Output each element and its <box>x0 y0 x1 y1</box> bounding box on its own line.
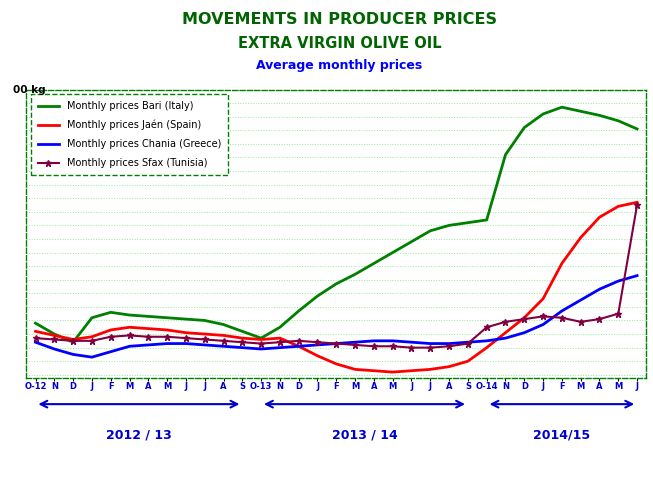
Text: EXTRA VIRGIN OLIVE OIL: EXTRA VIRGIN OLIVE OIL <box>238 36 441 51</box>
Text: 2012 / 13: 2012 / 13 <box>106 428 172 441</box>
Text: Average monthly prices: Average monthly prices <box>257 59 422 72</box>
Text: 00 kg: 00 kg <box>13 85 46 95</box>
Text: MOVEMENTS IN PRODUCER PRICES: MOVEMENTS IN PRODUCER PRICES <box>182 12 497 27</box>
Text: 2013 / 14: 2013 / 14 <box>332 428 398 441</box>
Legend: Monthly prices Bari (Italy), Monthly prices Jaén (Spain), Monthly prices Chania : Monthly prices Bari (Italy), Monthly pri… <box>31 94 228 175</box>
Text: 2014/15: 2014/15 <box>534 428 590 441</box>
